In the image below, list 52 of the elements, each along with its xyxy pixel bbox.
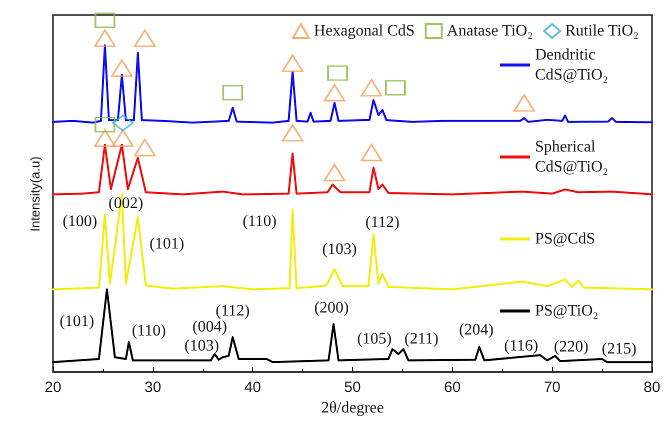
point — [385, 80, 406, 96]
legend-label: Spherical CdS@TiO₂ — [535, 138, 608, 176]
point — [94, 129, 116, 147]
annotation: (112) — [216, 302, 250, 320]
point — [324, 84, 346, 102]
annotation: (215) — [602, 340, 636, 358]
point — [134, 138, 156, 156]
x-tick-label: 20 — [44, 379, 62, 396]
legend-label: Anatase TiO₂ — [446, 22, 533, 40]
x-tick-label: 80 — [644, 379, 660, 396]
annotation: (112) — [365, 214, 400, 231]
point — [94, 116, 116, 133]
y-axis-title: Intensity(a.u) — [28, 156, 42, 232]
point — [513, 94, 536, 112]
annotation: (004) — [192, 318, 228, 336]
point — [324, 164, 346, 182]
annotation: (211) — [404, 330, 438, 348]
point — [222, 84, 243, 101]
annotation: (105) — [357, 330, 392, 348]
point — [134, 29, 156, 48]
point — [327, 65, 348, 81]
point — [282, 124, 304, 142]
annotation: (110) — [242, 213, 277, 230]
point — [360, 144, 382, 162]
point — [282, 54, 304, 72]
annotation: (100) — [62, 212, 98, 230]
annotation: (103) — [184, 338, 220, 355]
legend-label: Rutile TiO₂ — [565, 22, 639, 40]
x-tick-label: 50 — [344, 379, 361, 396]
point — [94, 12, 116, 28]
legend-label: PS@TiO₂ — [535, 302, 598, 320]
point — [112, 114, 134, 132]
annotation: (110) — [132, 322, 166, 340]
x-axis-title: 2θ/degree — [321, 400, 384, 416]
x-tick-label: 60 — [444, 379, 461, 396]
annotation: (101) — [60, 312, 94, 330]
point — [112, 129, 134, 147]
annotation: (101) — [150, 236, 184, 253]
x-tick-label: 40 — [244, 379, 262, 396]
annotation: (103) — [322, 240, 357, 258]
annotation: (220) — [554, 338, 588, 356]
point — [94, 29, 116, 48]
legend-label: PS@CdS — [535, 230, 596, 248]
x-tick-label: 70 — [544, 379, 561, 396]
point — [360, 79, 382, 97]
annotation: (204) — [458, 322, 494, 339]
annotation: (200) — [314, 300, 349, 317]
legend-label: Hexagonal CdS — [314, 22, 415, 40]
x-tick-label: 30 — [144, 379, 162, 396]
annotation: (116) — [504, 338, 538, 355]
point — [111, 59, 133, 77]
legend-label: Dendritic CdS@TiO₂ — [535, 46, 608, 84]
